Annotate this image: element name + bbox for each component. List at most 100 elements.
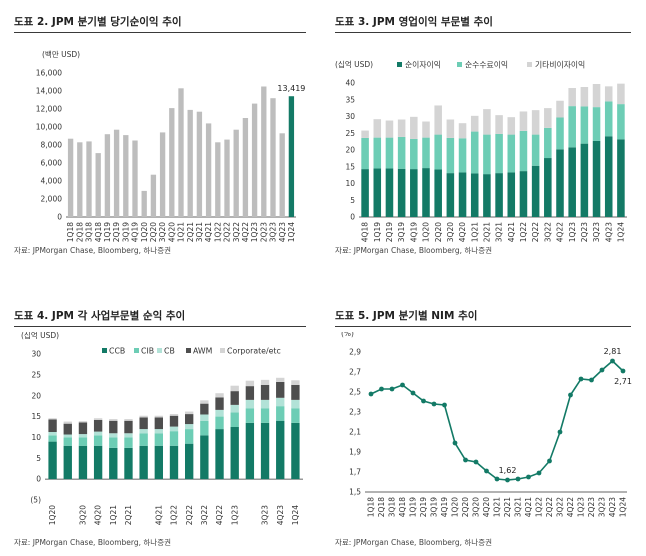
x-tick-label: 2Q19	[419, 497, 428, 517]
y-tick-label: 15	[31, 412, 41, 421]
x-tick-label: 2Q18	[75, 222, 84, 242]
bar-segment	[276, 377, 285, 382]
bar-segment	[458, 138, 467, 173]
x-tick-label: 3Q20	[79, 505, 88, 525]
chart-title: 도표 5. JPM 분기별 NIM 추이	[335, 310, 478, 322]
bar	[86, 141, 92, 217]
data-point	[494, 476, 500, 482]
x-tick-label: 4Q23	[604, 222, 613, 242]
bar	[279, 133, 285, 217]
bar-segment	[291, 422, 300, 480]
bar-segment	[109, 419, 118, 421]
bar-segment	[93, 445, 103, 480]
bar-segment	[48, 432, 57, 436]
bar-segment	[495, 173, 503, 217]
data-point	[484, 468, 489, 474]
x-tick-label: 4Q19	[440, 497, 449, 517]
data-point	[410, 390, 416, 396]
panel-net-income: 도표 2. JPM 분기별 당기순이익 추이 (백만 USD) 0 2,000 4,0…	[14, 14, 314, 264]
x-tick-label: 3Q20	[472, 497, 481, 517]
y-tick-label: 0	[36, 475, 41, 484]
x-tick-label: 4Q23	[276, 505, 285, 525]
bar-segment	[592, 84, 601, 108]
chart-title: 도표 4. JPM 각 사업부문별 순익 추이	[14, 310, 186, 322]
bar-segment	[78, 437, 88, 446]
legend-label: CIB	[141, 347, 154, 356]
bar-segment	[63, 437, 72, 446]
bar	[159, 132, 166, 217]
legend-swatch	[397, 62, 402, 67]
bar-segment	[446, 119, 455, 138]
bar-segment	[519, 130, 528, 172]
bar	[224, 139, 230, 217]
bar	[270, 98, 276, 217]
y-tick-label: 8,000	[41, 141, 63, 150]
x-tick-label: 4Q20	[167, 222, 176, 242]
unit-label: (십억 USD)	[21, 332, 59, 340]
y-tick-label: 2,9	[349, 348, 361, 357]
x-tick-label: 1Q22	[213, 222, 222, 242]
x-tick-label: 4Q20	[482, 497, 491, 517]
bar-segment	[78, 445, 88, 480]
x-tick-label: 1Q21	[109, 505, 118, 525]
bar-segment	[470, 131, 479, 174]
bar-segment	[78, 422, 88, 435]
bar-segment	[200, 400, 209, 404]
x-tick-label: 3Q20	[158, 222, 167, 242]
bar-segment	[260, 399, 270, 409]
title-rule	[335, 326, 631, 327]
x-tick-label: 4Q22	[241, 222, 250, 242]
x-tick-label: 1Q22	[535, 497, 544, 517]
legend-swatch	[186, 348, 191, 353]
bar	[242, 118, 249, 217]
title-rule	[335, 32, 631, 33]
bar-segment	[139, 433, 148, 446]
bar-segment	[507, 117, 516, 135]
x-tick-label: 4Q21	[154, 505, 163, 525]
bar-segment	[276, 406, 285, 421]
bar-segment	[93, 418, 103, 420]
data-label: 13,419	[277, 84, 305, 93]
y-tick-label: 10	[345, 179, 355, 188]
source-note: 자료: JPMorgan Chase, Bloomberg, 하나증권	[14, 538, 171, 547]
data-point	[431, 401, 437, 407]
operating-income-chart: (십억 USD) 0 5 10 15 20 25 30 35 40 순이자이익 순수수료이익 기타비이자…	[335, 60, 627, 242]
x-tick-label: 3Q22	[556, 497, 565, 517]
bar	[104, 134, 111, 217]
nim-line	[370, 359, 624, 481]
bar-segment	[139, 417, 148, 430]
x-tick-label: 4Q19	[131, 222, 140, 242]
x-tick-label: 1Q20	[48, 505, 57, 525]
data-point	[452, 440, 458, 446]
bar-segment	[93, 419, 103, 432]
legend-swatch	[220, 348, 225, 353]
bar-segment	[185, 443, 194, 480]
x-tick-label: 2Q23	[587, 497, 596, 517]
x-tick-label: 2Q22	[185, 505, 194, 525]
x-tick-label: 3Q21	[495, 222, 504, 242]
bar-segment	[580, 143, 589, 217]
data-point	[400, 382, 405, 388]
bar-segment	[154, 429, 163, 434]
data-point	[589, 377, 594, 383]
bar-segment	[215, 393, 224, 398]
panel-nim: 도표 5. JPM 분기별 NIM 추이 (%) 1,5 1,7 1,9 2,1 2,3 2…	[335, 308, 635, 556]
bar-segment	[458, 172, 467, 217]
data-label: 2,71	[614, 377, 632, 386]
x-tick-label: 4Q20	[94, 505, 103, 525]
bar-segment	[291, 399, 300, 409]
bar-segment	[154, 415, 163, 418]
bar-segment	[604, 136, 613, 217]
bar-segment	[124, 419, 133, 421]
x-tick-label: 2Q20	[149, 222, 158, 242]
x-tick-label: 1Q24	[619, 497, 628, 517]
bar-segment	[260, 408, 270, 423]
bar-segment	[385, 137, 394, 169]
bar-segment	[260, 379, 270, 385]
bar-segment	[215, 416, 224, 430]
y-tick-label: 14,000	[36, 87, 62, 96]
data-point	[421, 398, 426, 404]
data-point	[578, 376, 584, 382]
bar-segment	[373, 168, 382, 217]
y-tick-label: 0	[350, 213, 355, 222]
